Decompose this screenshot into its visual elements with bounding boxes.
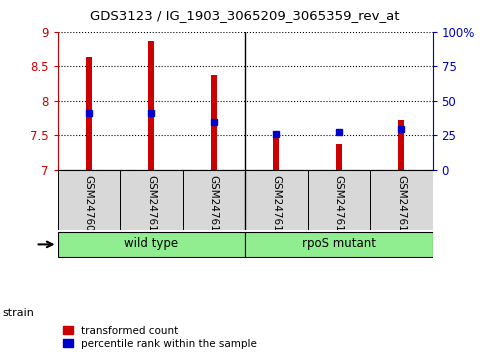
Text: GDS3123 / IG_1903_3065209_3065359_rev_at: GDS3123 / IG_1903_3065209_3065359_rev_at [90, 9, 400, 22]
Bar [148, 41, 154, 170]
Bar [370, 170, 432, 230]
Text: GSM247615: GSM247615 [334, 175, 344, 238]
Bar [245, 232, 432, 257]
Bar [182, 170, 245, 230]
Bar [58, 170, 120, 230]
Text: GSM247616: GSM247616 [396, 175, 406, 238]
Text: rpoS mutant: rpoS mutant [302, 237, 376, 250]
Text: GSM247614: GSM247614 [271, 175, 281, 238]
Bar [58, 232, 245, 257]
Bar [86, 57, 92, 170]
Text: GSM247608: GSM247608 [84, 175, 94, 238]
Bar [120, 170, 182, 230]
Bar [210, 75, 217, 170]
Bar [245, 170, 308, 230]
Legend: transformed count, percentile rank within the sample: transformed count, percentile rank withi… [62, 326, 258, 349]
Text: strain: strain [2, 308, 34, 318]
Bar [398, 120, 404, 170]
Text: GSM247613: GSM247613 [209, 175, 219, 238]
Bar [336, 144, 342, 170]
Text: GSM247612: GSM247612 [146, 175, 156, 238]
Bar [273, 131, 280, 170]
Text: wild type: wild type [124, 237, 178, 250]
Bar [308, 170, 370, 230]
